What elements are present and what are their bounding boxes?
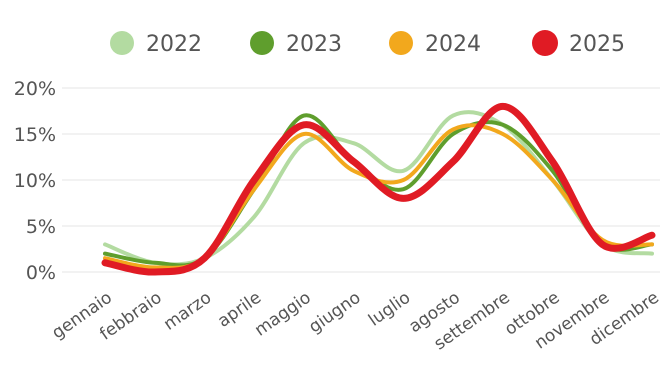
legend-label: 2022 (146, 32, 202, 57)
legend-marker-2024 (389, 31, 413, 55)
x-tick-label: giugno (305, 288, 364, 338)
y-tick-label: 10% (14, 170, 56, 192)
legend: 2022 2023 2024 2025 (110, 30, 625, 57)
y-axis-ticks: 0% 5% 10% 15% 20% (14, 78, 56, 284)
y-tick-label: 15% (14, 124, 56, 146)
grid-lines (62, 87, 660, 273)
legend-label: 2025 (569, 32, 625, 57)
x-tick-label: marzo (160, 288, 215, 335)
legend-marker-2025 (532, 30, 558, 56)
y-tick-label: 20% (14, 78, 56, 100)
legend-marker-2022 (110, 31, 134, 55)
y-tick-label: 0% (26, 262, 56, 284)
legend-label: 2023 (286, 32, 342, 57)
y-tick-label: 5% (26, 216, 56, 238)
legend-marker-2023 (250, 31, 274, 55)
legend-label: 2024 (425, 32, 481, 57)
series-lines (101, 102, 656, 276)
x-tick-label: maggio (251, 288, 315, 341)
series-line-2025 (101, 102, 656, 276)
